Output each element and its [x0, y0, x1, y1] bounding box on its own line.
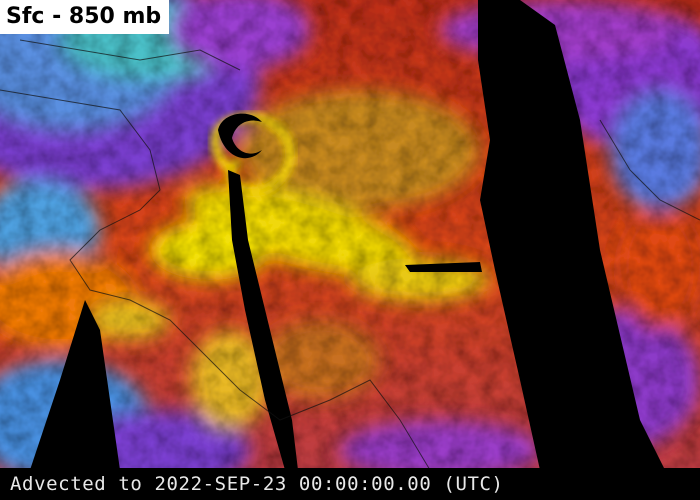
coastlines [0, 39, 700, 471]
no-data-areas [30, 0, 665, 470]
product-title: Sfc - 850 mb [0, 0, 170, 34]
timestamp-footer: Advected to 2022-SEP-23 00:00:00.00 (UTC… [0, 468, 700, 500]
